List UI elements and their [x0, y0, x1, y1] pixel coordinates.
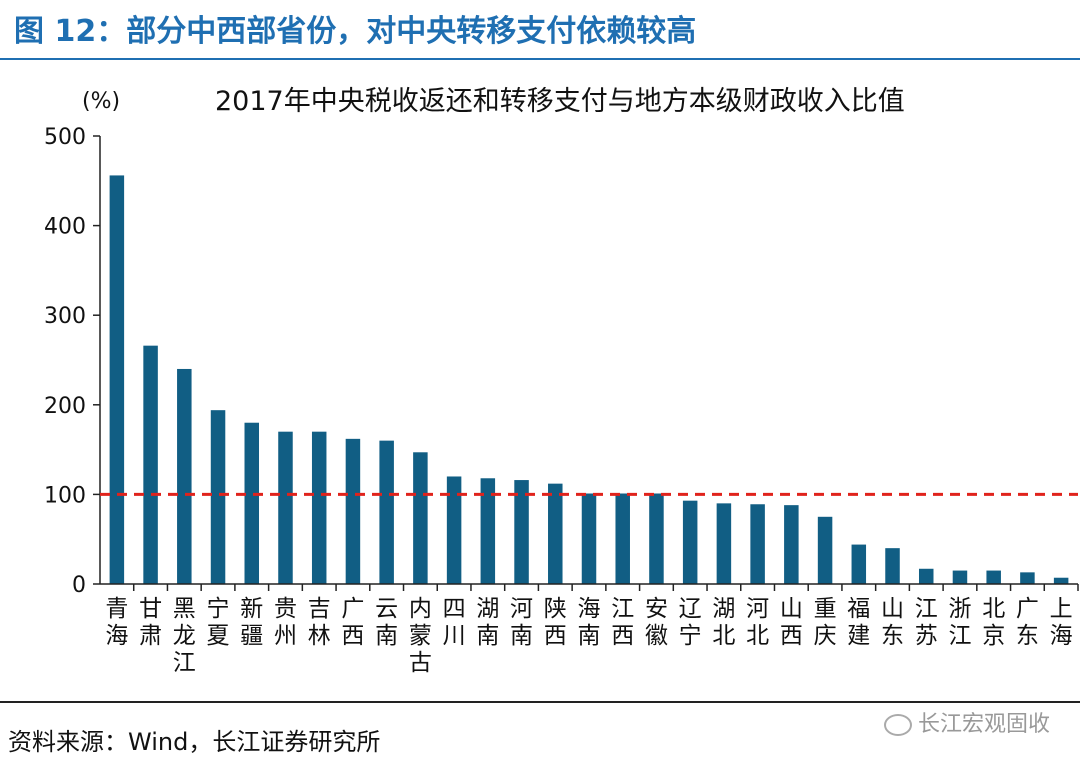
- x-tick-label: 甘肃: [139, 596, 162, 649]
- bar-chart: 2017年中央税收返还和转移支付与地方本级财政收入比值 (%) 0 100 200 3…: [44, 86, 1079, 676]
- chart-title: 2017年中央税收返还和转移支付与地方本级财政收入比值: [215, 86, 905, 117]
- y-tick-label: 300: [44, 304, 86, 329]
- bar: [548, 483, 563, 584]
- x-tick-label: 宁夏: [207, 596, 230, 649]
- bar: [446, 476, 462, 584]
- x-tick-label: 河南: [510, 596, 533, 649]
- bar: [278, 431, 293, 584]
- bar: [581, 493, 597, 584]
- bar: [716, 503, 732, 584]
- x-axis: 青海甘肃黑龙江宁夏新疆贵州吉林广西云南内蒙古四川湖南河南陕西海南江西安徽辽宁湖北…: [100, 583, 1079, 676]
- bar: [885, 548, 900, 584]
- x-tick-label: 广西: [341, 596, 364, 649]
- bar: [817, 516, 833, 584]
- y-tick-label: 500: [44, 125, 86, 150]
- y-axis: 0 100 200 300 400 500: [44, 125, 101, 598]
- x-tick-label: 北京: [982, 596, 1005, 649]
- bottom-divider: [0, 701, 1080, 703]
- y-tick-label: 0: [72, 573, 86, 598]
- x-tick-label: 黑龙江: [173, 596, 196, 676]
- x-tick-label: 山西: [780, 596, 803, 649]
- bar: [750, 504, 765, 584]
- bar: [649, 493, 664, 584]
- bar: [986, 570, 1001, 584]
- bar: [413, 452, 428, 584]
- y-tick-label: 400: [44, 215, 86, 240]
- top-divider: [0, 58, 1080, 60]
- x-tick-label: 吉林: [308, 596, 331, 649]
- y-unit-label: (%): [82, 89, 120, 114]
- bar-series: [109, 175, 1069, 584]
- x-tick-label: 陕西: [544, 596, 567, 649]
- x-tick-label: 山东: [881, 596, 904, 649]
- x-tick-label: 江苏: [915, 596, 938, 649]
- x-tick-label: 上海: [1050, 596, 1073, 649]
- bar: [514, 480, 529, 584]
- x-tick-label: 河北: [746, 596, 769, 649]
- watermark: 长江宏观固收: [883, 706, 1050, 738]
- bar: [784, 505, 799, 584]
- bar: [615, 493, 630, 584]
- x-tick-label: 辽宁: [679, 596, 702, 649]
- bar: [918, 568, 934, 584]
- bar: [244, 422, 260, 584]
- figure-title: 图 12：部分中西部省份，对中央转移支付依赖较高: [14, 14, 697, 49]
- x-tick-label: 广东: [1016, 596, 1039, 649]
- x-tick-label: 安徽: [645, 596, 668, 649]
- x-tick-label: 四川: [443, 596, 466, 649]
- bar: [1053, 577, 1069, 584]
- bar: [682, 500, 698, 584]
- source-note: 资料来源：Wind，长江证券研究所: [8, 728, 381, 756]
- x-tick-label: 江西: [611, 596, 634, 649]
- bar: [143, 345, 158, 584]
- wechat-icon: [883, 714, 912, 736]
- x-tick-label: 湖北: [712, 596, 735, 649]
- x-tick-label: 贵州: [274, 596, 297, 649]
- bar: [177, 368, 192, 584]
- bar: [109, 175, 125, 584]
- bar: [210, 410, 226, 584]
- bar: [952, 570, 968, 584]
- bar: [311, 431, 327, 584]
- y-tick-label: 100: [44, 483, 86, 508]
- x-tick-label: 内蒙古: [409, 596, 432, 676]
- x-tick-label: 海南: [578, 596, 601, 649]
- x-tick-label: 浙江: [948, 596, 971, 649]
- x-tick-label: 新疆: [240, 596, 263, 649]
- bar: [1020, 572, 1035, 584]
- x-tick-label: 青海: [105, 596, 128, 649]
- watermark-text: 长江宏观固收: [917, 712, 1050, 737]
- bar: [379, 440, 394, 584]
- bar: [345, 438, 361, 584]
- x-tick-label: 重庆: [814, 596, 837, 649]
- y-tick-label: 200: [44, 394, 86, 419]
- bar: [851, 544, 867, 584]
- bar: [480, 478, 496, 584]
- x-tick-label: 湖南: [476, 596, 499, 649]
- x-tick-label: 云南: [375, 596, 398, 649]
- x-tick-label: 福建: [847, 596, 870, 649]
